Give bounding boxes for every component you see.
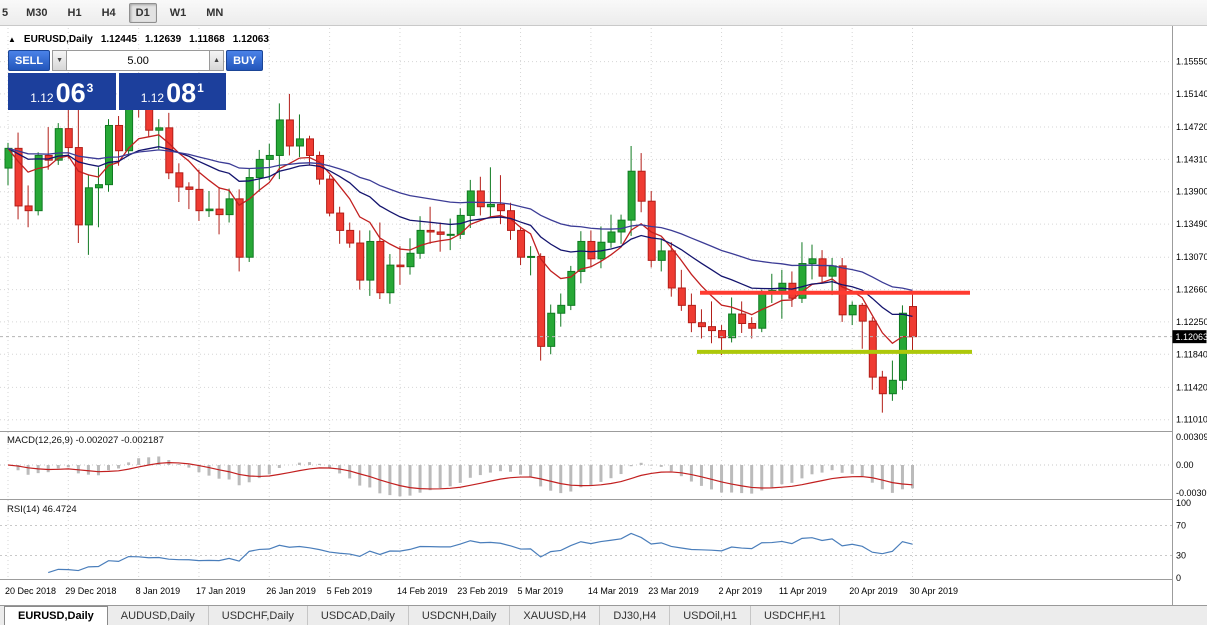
- svg-text:30 Apr 2019: 30 Apr 2019: [910, 586, 959, 596]
- svg-text:1.15140: 1.15140: [1176, 89, 1207, 99]
- tab-usdcnh-daily[interactable]: USDCNH,Daily: [409, 606, 511, 625]
- svg-text:5 Feb 2019: 5 Feb 2019: [327, 586, 373, 596]
- svg-text:1.15550: 1.15550: [1176, 57, 1207, 67]
- sell-button[interactable]: SELL: [8, 50, 51, 71]
- macd-layer: [0, 456, 1172, 497]
- svg-text:17 Jan 2019: 17 Jan 2019: [196, 586, 246, 596]
- timeframe-d1[interactable]: D1: [128, 2, 157, 23]
- chart-tabs-bar: EURUSD,Daily AUDUSD,Daily USDCHF,Daily U…: [0, 605, 1207, 625]
- svg-text:8 Jan 2019: 8 Jan 2019: [136, 586, 181, 596]
- svg-text:23 Feb 2019: 23 Feb 2019: [457, 586, 508, 596]
- ask-price-pip: 1: [197, 81, 204, 95]
- chart-canvas[interactable]: 1.15550 1.15140 1.14720 1.14310 1.13900 1.134…: [0, 26, 1207, 605]
- svg-text:70: 70: [1176, 521, 1186, 531]
- tab-eurusd-daily[interactable]: EURUSD,Daily: [4, 606, 108, 625]
- svg-text:0: 0: [1176, 573, 1181, 583]
- moving-averages-layer: [7, 134, 913, 345]
- axes-layer: 1.15550 1.15140 1.14720 1.14310 1.13900 1.134…: [0, 26, 1207, 605]
- svg-text:14 Feb 2019: 14 Feb 2019: [397, 586, 448, 596]
- svg-text:1.13490: 1.13490: [1176, 219, 1207, 229]
- ohlc-low-value: 1.11868: [189, 34, 225, 45]
- svg-text:5 Mar 2019: 5 Mar 2019: [518, 586, 564, 596]
- ohlc-high-value: 1.12639: [144, 34, 182, 45]
- tab-dj30-h4[interactable]: DJ30,H4: [600, 606, 671, 625]
- tab-usdchf-h1[interactable]: USDCHF,H1: [751, 606, 840, 625]
- one-click-collapse-icon[interactable]: ▲: [8, 34, 16, 44]
- svg-text:1.14720: 1.14720: [1176, 122, 1207, 132]
- rsi-layer: [0, 525, 1172, 574]
- svg-text:2 Apr 2019: 2 Apr 2019: [719, 586, 763, 596]
- tab-usdchf-daily[interactable]: USDCHF,Daily: [209, 606, 308, 625]
- svg-text:1.13900: 1.13900: [1176, 187, 1207, 197]
- svg-text:1.12063: 1.12063: [1176, 332, 1207, 342]
- svg-text:1.11840: 1.11840: [1176, 349, 1207, 359]
- svg-text:14 Mar 2019: 14 Mar 2019: [588, 586, 639, 596]
- bid-price-main: 06: [55, 78, 86, 108]
- trend-lines-layer: [0, 290, 1172, 354]
- volume-decrease-icon[interactable]: ▼: [52, 50, 68, 71]
- ohlc-open-value: 1.12445: [100, 34, 137, 45]
- bid-price-display[interactable]: 1.12 06 3: [8, 73, 116, 110]
- svg-text:1.13070: 1.13070: [1176, 252, 1207, 262]
- ask-price-display[interactable]: 1.12 08 1: [118, 73, 226, 110]
- timeframe-m30[interactable]: M30: [19, 3, 54, 23]
- svg-text:1.14310: 1.14310: [1176, 154, 1207, 164]
- bid-price-prefix: 1.12: [30, 91, 54, 105]
- svg-text:26 Jan 2019: 26 Jan 2019: [266, 586, 316, 596]
- macd-indicator-label: MACD(12,26,9) -0.002027 -0.002187: [7, 435, 164, 446]
- ask-price-prefix: 1.12: [140, 91, 165, 105]
- svg-text:1.11010: 1.11010: [1176, 415, 1207, 425]
- timeframe-h4[interactable]: H4: [95, 3, 123, 23]
- ask-price-main: 08: [166, 78, 197, 108]
- timeframe-h1[interactable]: H1: [61, 3, 89, 23]
- svg-text:29 Dec 2018: 29 Dec 2018: [65, 586, 116, 596]
- chart-symbol-label: EURUSD,Daily: [23, 34, 93, 45]
- timeframe-m5[interactable]: 5: [0, 3, 13, 23]
- grid-layer: [0, 26, 1207, 605]
- svg-text:0.003095: 0.003095: [1176, 432, 1207, 442]
- volume-increase-icon[interactable]: ▲: [209, 50, 225, 71]
- bid-price-pip: 3: [86, 81, 94, 95]
- timeframe-w1[interactable]: W1: [163, 3, 194, 23]
- svg-text:100: 100: [1176, 498, 1191, 508]
- ohlc-close-value: 1.12063: [232, 34, 269, 45]
- svg-text:-0.003094: -0.003094: [1176, 488, 1207, 498]
- tab-usdcad-daily[interactable]: USDCAD,Daily: [308, 606, 409, 625]
- chart-window: 1.15550 1.15140 1.14720 1.14310 1.13900 1.134…: [0, 26, 1207, 605]
- volume-stepper: ▼ ▲: [52, 50, 225, 71]
- tab-audusd-daily[interactable]: AUDUSD,Daily: [108, 606, 209, 625]
- svg-text:1.12660: 1.12660: [1176, 285, 1207, 295]
- svg-text:20 Apr 2019: 20 Apr 2019: [849, 586, 898, 596]
- rsi-indicator-label: RSI(14) 46.4724: [7, 504, 77, 515]
- chart-title: ▲ EURUSD,Daily 1.12445 1.12639 1.11868 1…: [8, 34, 269, 45]
- volume-input[interactable]: [67, 50, 210, 71]
- timeframe-toolbar: 5 M30 H1 H4 D1 W1 MN: [0, 0, 1207, 26]
- svg-text:1.12250: 1.12250: [1176, 317, 1207, 327]
- svg-text:23 Mar 2019: 23 Mar 2019: [648, 586, 699, 596]
- buy-button[interactable]: BUY: [226, 50, 264, 71]
- timeframe-mn[interactable]: MN: [199, 3, 230, 23]
- svg-text:20 Dec 2018: 20 Dec 2018: [5, 586, 56, 596]
- svg-text:0.00: 0.00: [1176, 460, 1194, 470]
- svg-text:30: 30: [1176, 551, 1186, 561]
- tab-xauusd-h4[interactable]: XAUUSD,H4: [510, 606, 601, 625]
- svg-text:1.11420: 1.11420: [1176, 382, 1207, 392]
- svg-text:11 Apr 2019: 11 Apr 2019: [779, 586, 827, 596]
- tab-usdoil-h1[interactable]: USDOil,H1: [670, 606, 751, 625]
